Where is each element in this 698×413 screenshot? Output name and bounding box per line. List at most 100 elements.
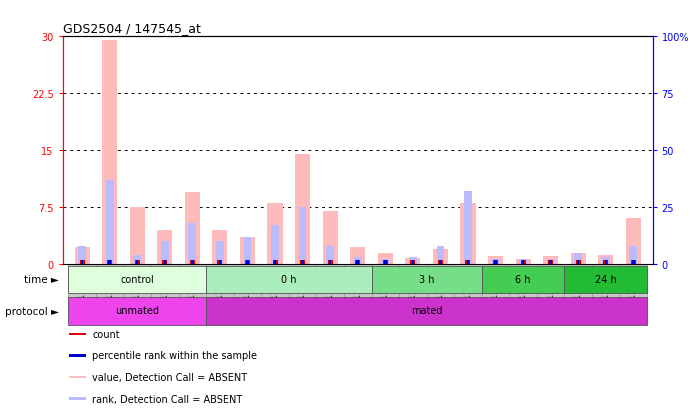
Text: GSM112950: GSM112950 bbox=[326, 268, 334, 314]
Bar bbox=[75, 248, 89, 264]
Bar bbox=[261, 264, 289, 317]
Bar bbox=[300, 260, 305, 264]
Bar bbox=[295, 154, 310, 264]
Bar bbox=[274, 260, 276, 264]
Bar bbox=[464, 192, 472, 264]
Bar bbox=[124, 264, 151, 317]
Bar bbox=[510, 264, 537, 317]
Bar bbox=[218, 260, 221, 264]
Bar bbox=[68, 264, 96, 317]
Bar bbox=[135, 260, 140, 264]
Bar bbox=[543, 257, 558, 264]
Text: GSM112945: GSM112945 bbox=[188, 268, 197, 314]
Bar bbox=[378, 253, 393, 264]
Bar bbox=[130, 207, 144, 264]
Bar bbox=[603, 260, 608, 264]
Bar bbox=[157, 230, 172, 264]
Bar bbox=[206, 264, 234, 317]
Bar bbox=[406, 258, 420, 264]
Bar bbox=[371, 266, 482, 294]
Text: GSM112971: GSM112971 bbox=[574, 268, 583, 314]
Text: mated: mated bbox=[411, 305, 443, 315]
Bar bbox=[68, 376, 87, 378]
Text: 3 h: 3 h bbox=[419, 274, 434, 284]
Bar bbox=[350, 248, 365, 264]
Bar bbox=[433, 249, 448, 264]
Bar bbox=[516, 260, 530, 264]
Bar bbox=[604, 260, 607, 264]
Bar bbox=[410, 260, 415, 264]
Bar bbox=[482, 266, 565, 294]
Bar bbox=[68, 397, 87, 400]
Bar bbox=[81, 260, 83, 264]
Bar bbox=[482, 264, 510, 317]
Text: GSM112962: GSM112962 bbox=[381, 268, 389, 314]
Bar bbox=[106, 180, 114, 264]
Text: unmated: unmated bbox=[115, 305, 159, 315]
Text: GSM112931: GSM112931 bbox=[77, 268, 87, 314]
Bar bbox=[371, 264, 399, 317]
Bar bbox=[409, 258, 417, 264]
Bar bbox=[631, 260, 636, 264]
Text: GSM112965: GSM112965 bbox=[463, 268, 473, 314]
Bar bbox=[163, 260, 166, 264]
Bar bbox=[521, 260, 526, 264]
Bar bbox=[190, 260, 195, 264]
Bar bbox=[494, 260, 497, 264]
Bar bbox=[188, 223, 196, 264]
Bar bbox=[626, 219, 641, 264]
Bar bbox=[537, 264, 565, 317]
Bar bbox=[438, 260, 443, 264]
Bar bbox=[467, 260, 469, 264]
Bar bbox=[68, 297, 206, 325]
Bar bbox=[412, 260, 414, 264]
Text: 0 h: 0 h bbox=[281, 274, 297, 284]
Bar bbox=[493, 260, 498, 264]
Bar bbox=[522, 260, 524, 264]
Bar bbox=[547, 260, 554, 264]
Bar bbox=[326, 246, 334, 264]
Bar bbox=[245, 260, 250, 264]
Text: GSM112942: GSM112942 bbox=[133, 268, 142, 314]
Bar bbox=[316, 264, 344, 317]
Text: GSM112948: GSM112948 bbox=[271, 268, 279, 314]
Bar bbox=[354, 258, 362, 264]
Text: 6 h: 6 h bbox=[515, 274, 531, 284]
Bar bbox=[565, 264, 592, 317]
Bar bbox=[574, 253, 582, 264]
Text: GSM112952: GSM112952 bbox=[353, 268, 362, 314]
Bar bbox=[565, 266, 647, 294]
Bar bbox=[327, 260, 333, 264]
Text: GSM112935: GSM112935 bbox=[105, 268, 114, 314]
Text: GSM113345: GSM113345 bbox=[629, 268, 638, 314]
Bar bbox=[384, 260, 387, 264]
Bar bbox=[151, 264, 179, 317]
Bar bbox=[620, 264, 647, 317]
Bar bbox=[399, 264, 426, 317]
Bar bbox=[488, 257, 503, 264]
Text: count: count bbox=[92, 329, 120, 339]
Bar bbox=[329, 260, 332, 264]
Bar bbox=[68, 266, 206, 294]
Text: GSM112943: GSM112943 bbox=[161, 268, 170, 314]
Bar bbox=[80, 260, 84, 264]
Bar bbox=[163, 260, 168, 264]
Bar bbox=[108, 260, 111, 264]
Text: GSM112972: GSM112972 bbox=[601, 268, 610, 314]
Bar bbox=[206, 297, 647, 325]
Bar bbox=[185, 192, 200, 264]
Bar bbox=[355, 260, 360, 264]
Text: GDS2504 / 147545_at: GDS2504 / 147545_at bbox=[63, 22, 201, 35]
Bar bbox=[571, 253, 586, 264]
Text: protocol ►: protocol ► bbox=[6, 306, 59, 316]
Bar bbox=[630, 246, 637, 264]
Bar bbox=[454, 264, 482, 317]
Bar bbox=[68, 354, 87, 357]
Bar bbox=[272, 260, 278, 264]
Bar bbox=[267, 204, 283, 264]
Bar bbox=[246, 260, 248, 264]
Bar bbox=[218, 260, 223, 264]
Bar bbox=[240, 238, 255, 264]
Bar bbox=[96, 264, 124, 317]
Text: percentile rank within the sample: percentile rank within the sample bbox=[92, 351, 258, 361]
